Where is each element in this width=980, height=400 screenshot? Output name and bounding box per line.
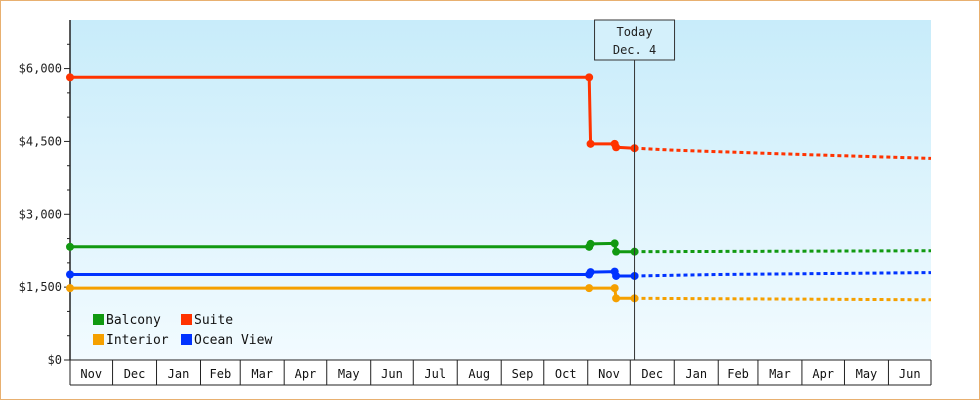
plot-background xyxy=(70,20,931,360)
x-tick-label: Dec xyxy=(641,367,663,381)
series-forecast-interior xyxy=(634,296,932,302)
x-tick-label: Dec xyxy=(124,367,146,381)
legend-swatch-suite xyxy=(181,314,192,325)
x-tick-label: Apr xyxy=(295,367,317,381)
y-tick-label: $0 xyxy=(48,353,62,367)
legend-label-interior: Interior xyxy=(106,333,169,348)
data-point[interactable] xyxy=(66,242,74,251)
series-forecast-balcony xyxy=(634,249,932,254)
legend-swatch-balcony xyxy=(93,314,104,325)
x-tick-label: Mar xyxy=(769,367,791,381)
data-point[interactable] xyxy=(586,268,595,277)
data-point[interactable] xyxy=(612,271,621,280)
x-tick-label: May xyxy=(856,367,878,381)
legend-swatch-ocean-view xyxy=(181,334,192,345)
x-tick-label: Feb xyxy=(727,367,749,381)
data-point[interactable] xyxy=(585,73,594,82)
data-point[interactable] xyxy=(612,247,621,256)
data-point[interactable] xyxy=(585,284,594,293)
x-tick-label: Oct xyxy=(555,367,577,381)
y-tick-label: $6,000 xyxy=(19,62,62,76)
data-point[interactable] xyxy=(610,239,619,248)
x-tick-label: Jun xyxy=(381,367,403,381)
x-tick-label: Mar xyxy=(251,367,273,381)
today-callout xyxy=(594,19,676,61)
x-tick-label: Feb xyxy=(210,367,232,381)
data-point[interactable] xyxy=(66,73,74,82)
x-tick-label: Sep xyxy=(512,367,534,381)
x-tick-label: Jan xyxy=(168,367,190,381)
legend-label-ocean-view: Ocean View xyxy=(194,333,272,348)
x-tick-label: Nov xyxy=(598,367,620,381)
y-tick-label: $1,500 xyxy=(19,280,62,294)
x-tick-label: May xyxy=(338,367,360,381)
data-point[interactable] xyxy=(612,294,621,303)
x-tick-label: Nov xyxy=(80,367,102,381)
legend-label-balcony: Balcony xyxy=(106,313,161,328)
today-date: Dec. 4 xyxy=(613,43,656,57)
x-tick-label: Aug xyxy=(468,367,490,381)
x-tick-label: Jul xyxy=(424,367,446,381)
x-tick-label: Jan xyxy=(685,367,707,381)
legend-swatch-interior xyxy=(93,334,104,345)
x-tick-label: Jun xyxy=(899,367,921,381)
data-point[interactable] xyxy=(586,239,595,248)
data-point[interactable] xyxy=(66,270,74,279)
y-tick-label: $4,500 xyxy=(19,134,62,148)
legend-label-suite: Suite xyxy=(194,313,233,328)
x-tick-label: Apr xyxy=(812,367,834,381)
data-point[interactable] xyxy=(610,284,619,293)
data-point[interactable] xyxy=(612,143,621,152)
data-point[interactable] xyxy=(586,139,595,148)
today-label: Today xyxy=(616,25,652,39)
y-tick-label: $3,000 xyxy=(19,207,62,221)
data-point[interactable] xyxy=(66,284,74,293)
series-forecast-suite xyxy=(634,146,932,160)
series-forecast-ocean-view xyxy=(634,271,932,278)
